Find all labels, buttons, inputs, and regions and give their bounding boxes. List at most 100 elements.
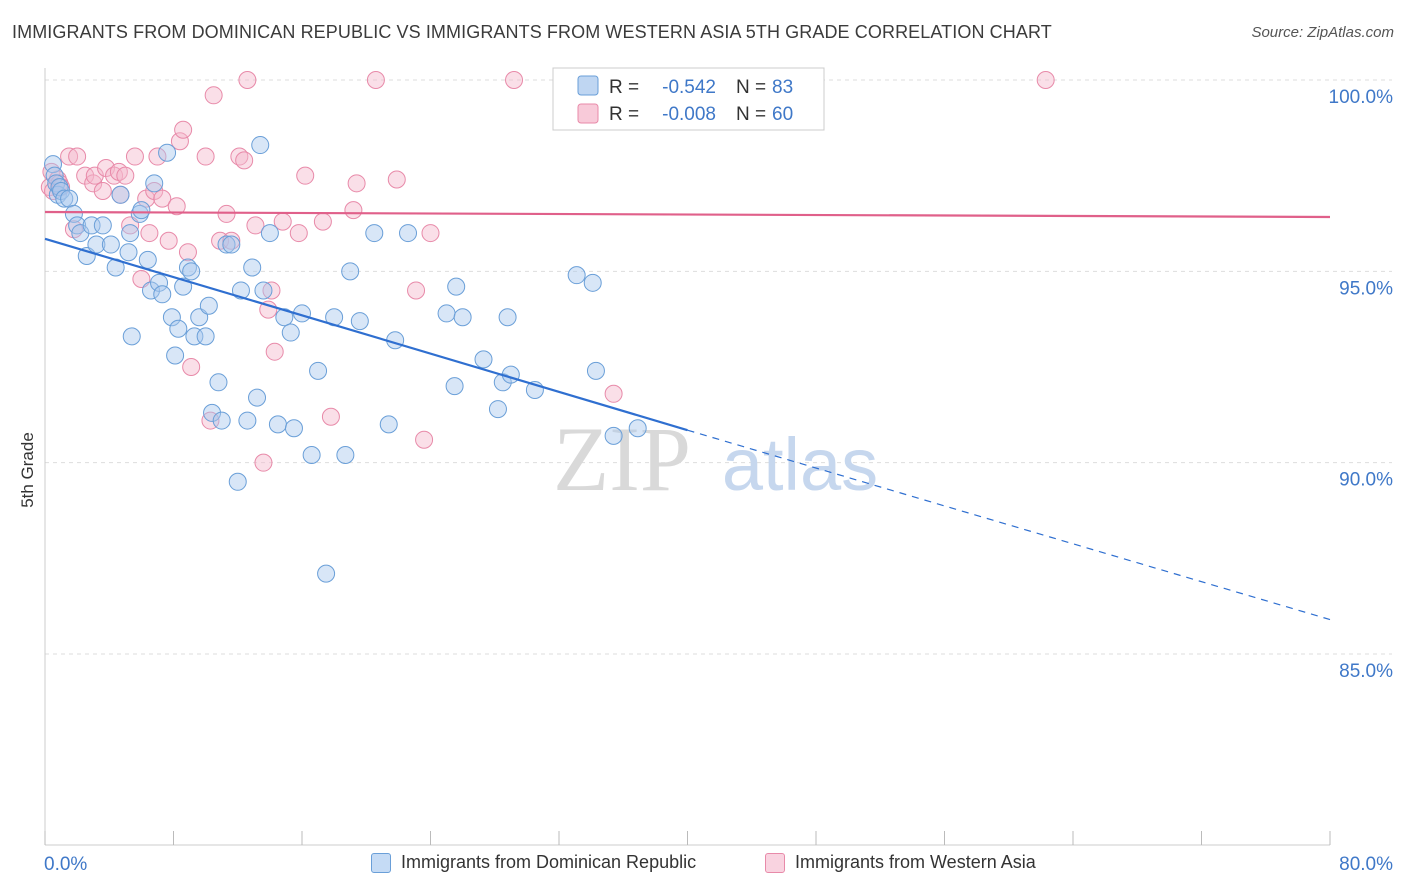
dominican-point-38: [199, 296, 218, 315]
dominican-point-58: [309, 361, 328, 380]
dominican-point-70: [447, 277, 466, 296]
western-asia-point-54: [387, 170, 406, 189]
legend-swatch-dominican: [371, 852, 391, 873]
dominican-point-15: [101, 235, 120, 254]
dominican-point-64: [365, 224, 384, 243]
dominican-point-78: [567, 266, 586, 285]
legend-n-value-1: 83: [772, 77, 793, 98]
legend-swatch-western-asia: [765, 852, 785, 873]
dominican-point-34: [182, 262, 201, 281]
dominican-point-63: [350, 312, 369, 331]
dominican-point-51: [260, 224, 279, 243]
western-asia-point-30: [178, 243, 197, 262]
western-asia-point-43: [259, 300, 278, 319]
western-asia-point-57: [421, 224, 440, 243]
y-tick-label-1: 95.0%: [1339, 278, 1393, 299]
source-label: Source: ZipAtlas.com: [1251, 24, 1394, 41]
dominican-point-25: [145, 174, 164, 193]
dominican-point-18: [119, 243, 138, 262]
axes: [44, 68, 1331, 846]
series-western-asia-points: [40, 71, 1055, 472]
western-asia-trend-line: [44, 210, 1331, 219]
dominican-point-41: [212, 411, 231, 430]
dominican-point-42: [217, 235, 236, 254]
western-asia-point-27: [167, 197, 186, 216]
legend-r-value-2: -0.008: [662, 104, 716, 125]
legend-label-western-asia: Immigrants from Western Asia: [795, 852, 1036, 872]
watermark-zip: ZIP: [553, 408, 691, 510]
dominican-point-68: [437, 304, 456, 323]
dominican-point-22: [132, 201, 151, 220]
western-asia-point-49: [313, 212, 332, 231]
series-dominican-points: [44, 136, 647, 583]
dominican-point-65: [379, 415, 398, 434]
western-asia-point-50: [321, 407, 340, 426]
x-tick-label-1: 80.0%: [1339, 854, 1393, 875]
western-asia-point-18: [121, 216, 140, 235]
y-tick-label-0: 100.0%: [1329, 87, 1394, 108]
x-tick-labels: 0.0% 80.0%: [44, 854, 1393, 875]
dominican-point-79: [583, 273, 602, 292]
dominican-point-82: [628, 419, 647, 438]
dominican-point-6: [55, 189, 74, 208]
western-asia-point-36: [217, 204, 236, 223]
dominican-point-23: [138, 250, 157, 269]
western-asia-point-10: [84, 174, 103, 193]
dominican-point-80: [586, 361, 605, 380]
dominican-point-49: [251, 136, 270, 155]
dominican-point-37: [196, 327, 215, 346]
dominican-point-62: [341, 262, 360, 281]
dominican-point-8: [64, 204, 83, 223]
dominican-point-54: [281, 323, 300, 342]
dominican-point-45: [231, 281, 250, 300]
dominican-point-7: [60, 189, 79, 208]
legend-n-value-2: 60: [772, 104, 793, 125]
western-asia-point-51: [344, 201, 363, 220]
western-asia-point-56: [415, 430, 434, 449]
dominican-point-69: [445, 377, 464, 396]
dominican-point-71: [453, 308, 472, 327]
dominican-point-46: [238, 411, 257, 430]
dominican-point-59: [317, 564, 336, 583]
legend-bottom: Immigrants from Dominican Republic Immig…: [0, 852, 1406, 878]
western-asia-point-40: [238, 71, 257, 89]
western-asia-point-58: [505, 71, 524, 89]
western-asia-point-48: [296, 166, 315, 185]
dominican-point-43: [222, 235, 241, 254]
legend-top: R = -0.542 N = 83 R = -0.008 N = 60: [552, 67, 825, 131]
dominican-point-75: [498, 308, 517, 327]
trend-lines: [44, 210, 1331, 621]
western-asia-point-25: [153, 189, 172, 208]
dominican-point-0: [44, 155, 63, 174]
dominican-point-52: [268, 415, 287, 434]
western-asia-point-12: [93, 181, 112, 200]
dominican-point-36: [190, 308, 209, 327]
y-tick-label-2: 90.0%: [1339, 470, 1393, 491]
legend-swatch-blue: [577, 75, 599, 96]
western-asia-point-22: [140, 224, 159, 243]
y-tick-label-3: 85.0%: [1339, 661, 1393, 682]
western-asia-point-29: [174, 120, 193, 139]
western-asia-point-17: [116, 166, 135, 185]
dominican-point-30: [166, 346, 185, 365]
dominican-point-81: [604, 426, 623, 445]
legend-n-label-2: N =: [736, 104, 766, 125]
western-asia-point-8: [68, 147, 87, 166]
dominican-point-27: [153, 285, 172, 304]
western-asia-point-28: [170, 132, 189, 151]
y-tick-labels: 100.0% 95.0% 90.0% 85.0%: [1329, 87, 1394, 682]
western-asia-point-61: [1036, 71, 1055, 89]
watermark: ZIP atlas: [553, 408, 878, 510]
western-asia-point-34: [204, 86, 223, 105]
dominican-point-20: [122, 327, 141, 346]
legend-r-label-1: R =: [609, 77, 639, 98]
western-asia-point-53: [366, 71, 385, 89]
legend-item-western-asia[interactable]: Immigrants from Western Asia: [765, 852, 1036, 873]
western-asia-point-52: [347, 174, 366, 193]
legend-r-label-2: R =: [609, 104, 639, 125]
legend-n-label-1: N =: [736, 77, 766, 98]
dominican-point-73: [488, 400, 507, 419]
western-asia-point-24: [148, 147, 167, 166]
legend-item-dominican[interactable]: Immigrants from Dominican Republic: [371, 852, 696, 873]
